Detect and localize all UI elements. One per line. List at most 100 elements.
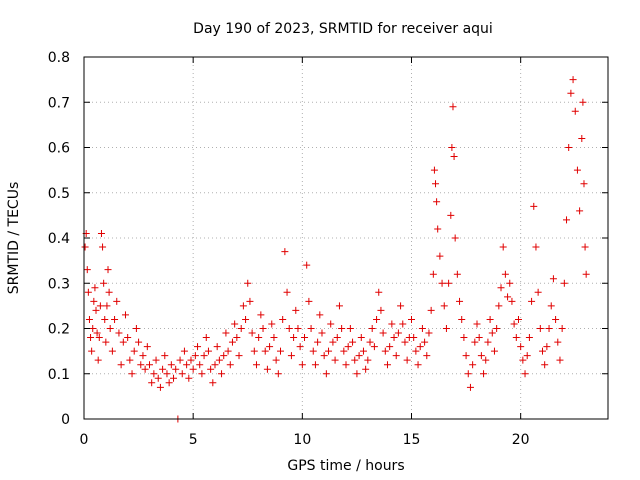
data-point (383, 361, 391, 369)
data-point (191, 352, 199, 360)
data-point (458, 315, 466, 323)
data-point (501, 270, 509, 278)
data-point (329, 338, 337, 346)
data-point (83, 266, 91, 274)
data-point (316, 311, 324, 319)
data-point (373, 315, 381, 323)
data-point (152, 356, 160, 364)
data-point (466, 383, 474, 391)
data-points (81, 76, 590, 423)
data-point (103, 302, 111, 310)
data-point (100, 279, 108, 287)
data-point (581, 243, 589, 251)
data-point (115, 329, 123, 337)
y-tick-label: 0.4 (48, 231, 70, 247)
data-point (128, 370, 136, 378)
data-point (438, 279, 446, 287)
data-point (532, 243, 540, 251)
data-point (545, 325, 553, 332)
data-point (178, 370, 186, 378)
y-tick-label: 0.6 (48, 141, 70, 157)
data-point (469, 361, 477, 369)
data-point (104, 266, 112, 274)
data-point (357, 334, 365, 342)
data-point (412, 347, 420, 355)
data-point (377, 306, 385, 314)
data-point (414, 361, 422, 369)
data-point (549, 275, 557, 283)
data-point (510, 320, 518, 328)
x-tick-label: 0 (80, 432, 89, 448)
data-point (364, 356, 372, 364)
data-point (451, 234, 459, 242)
data-point (209, 379, 217, 387)
data-point (430, 166, 438, 174)
data-point (508, 297, 516, 305)
data-point (399, 320, 407, 328)
data-point (301, 334, 309, 342)
data-point (519, 356, 527, 364)
data-point (250, 347, 258, 355)
data-point (287, 352, 295, 360)
data-point (263, 365, 271, 373)
data-point (342, 361, 350, 369)
data-point (547, 302, 555, 310)
data-point (96, 302, 104, 310)
data-point (126, 356, 134, 364)
data-point (252, 361, 260, 369)
data-point (573, 166, 581, 174)
y-tick-label: 0 (61, 412, 70, 428)
data-point (259, 325, 267, 332)
data-point (512, 334, 520, 342)
data-point (578, 134, 586, 142)
data-point (150, 370, 158, 378)
data-point (480, 370, 488, 378)
data-point (539, 347, 546, 355)
data-point (567, 89, 575, 97)
data-point (194, 343, 202, 351)
data-point (139, 352, 147, 360)
data-point (514, 315, 522, 323)
y-axis-label: SRMTID / TECUs (6, 182, 22, 295)
data-point (362, 365, 370, 373)
y-tick-label: 0.8 (48, 50, 70, 66)
data-point (471, 338, 479, 346)
data-point (486, 315, 494, 323)
data-point (113, 297, 121, 305)
data-point (563, 216, 571, 224)
data-point (196, 361, 204, 369)
data-point (355, 352, 363, 360)
data-point (294, 325, 302, 332)
data-point (111, 315, 119, 323)
chart-title: Day 190 of 2023, SRMTID for receiver aqu… (193, 21, 493, 37)
data-point (270, 334, 278, 342)
data-point (344, 343, 352, 351)
data-point (534, 288, 542, 296)
data-point (576, 207, 584, 215)
data-point (445, 279, 453, 287)
data-point (477, 352, 485, 360)
data-point (320, 352, 328, 360)
data-point (91, 284, 99, 292)
data-point (137, 361, 145, 369)
data-point (292, 306, 300, 314)
data-point (314, 338, 322, 346)
data-point (558, 325, 566, 332)
data-point (290, 334, 298, 342)
data-point (541, 361, 549, 369)
data-point (482, 356, 490, 364)
data-point (433, 198, 441, 206)
y-tick-label: 0.7 (48, 95, 70, 111)
data-point (427, 306, 435, 314)
data-point (394, 329, 402, 337)
data-point (401, 338, 409, 346)
data-point (285, 325, 293, 332)
data-point (298, 361, 306, 369)
y-tick-label: 0.2 (48, 322, 70, 338)
data-point (521, 370, 529, 378)
data-point (176, 356, 184, 364)
data-point (453, 270, 461, 278)
y-tick-label: 0.5 (48, 186, 70, 202)
data-point (307, 325, 315, 332)
data-point (261, 347, 269, 355)
